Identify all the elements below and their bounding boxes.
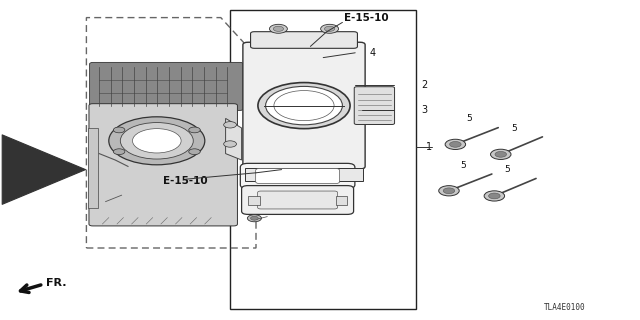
Polygon shape — [225, 118, 241, 160]
FancyBboxPatch shape — [257, 191, 338, 209]
Circle shape — [484, 191, 504, 201]
Circle shape — [223, 141, 236, 147]
Circle shape — [269, 24, 287, 33]
Text: 5: 5 — [505, 165, 510, 174]
Circle shape — [495, 151, 506, 157]
Circle shape — [439, 186, 460, 196]
Text: E-15-10: E-15-10 — [163, 176, 208, 186]
Circle shape — [266, 86, 342, 125]
FancyBboxPatch shape — [355, 87, 395, 124]
Circle shape — [120, 123, 193, 159]
FancyBboxPatch shape — [240, 164, 355, 189]
Circle shape — [250, 216, 258, 220]
Bar — [230, 10, 416, 309]
Circle shape — [132, 129, 181, 153]
Text: E-3: E-3 — [31, 164, 50, 175]
FancyBboxPatch shape — [90, 62, 243, 110]
Bar — [244, 168, 363, 181]
Circle shape — [445, 139, 466, 149]
FancyBboxPatch shape — [89, 104, 237, 226]
Bar — [248, 196, 260, 205]
Text: 5: 5 — [460, 161, 465, 170]
Circle shape — [490, 149, 511, 159]
Text: 1: 1 — [426, 142, 432, 152]
Circle shape — [321, 24, 339, 33]
Circle shape — [258, 83, 350, 129]
Text: FR.: FR. — [46, 278, 67, 288]
Circle shape — [247, 215, 262, 222]
Circle shape — [324, 26, 335, 31]
Circle shape — [113, 149, 125, 155]
Circle shape — [273, 26, 284, 31]
Text: 5: 5 — [511, 124, 516, 133]
Circle shape — [450, 141, 461, 147]
Text: E-15-10: E-15-10 — [344, 12, 388, 23]
FancyBboxPatch shape — [243, 42, 365, 169]
Circle shape — [444, 188, 455, 194]
Bar — [88, 128, 98, 208]
Bar — [335, 196, 347, 205]
Text: 4: 4 — [370, 48, 376, 58]
Circle shape — [223, 122, 236, 128]
FancyBboxPatch shape — [250, 32, 357, 48]
FancyBboxPatch shape — [255, 169, 339, 184]
Circle shape — [488, 193, 500, 199]
Circle shape — [189, 127, 200, 133]
FancyBboxPatch shape — [241, 186, 354, 214]
Circle shape — [189, 149, 200, 155]
Text: 2: 2 — [421, 80, 428, 90]
Text: TLA4E0100: TLA4E0100 — [543, 303, 586, 312]
Text: 3: 3 — [421, 105, 428, 116]
Circle shape — [113, 127, 125, 133]
Text: 5: 5 — [467, 114, 472, 123]
Circle shape — [109, 117, 205, 165]
